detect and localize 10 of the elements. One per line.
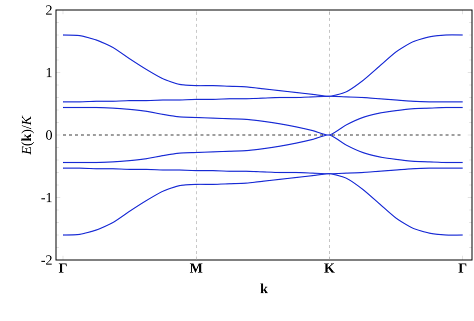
x-tick-label: M [190, 264, 202, 273]
x-tick-label: Γ [58, 264, 67, 273]
x-tick-label: K [324, 264, 335, 273]
y-tick-label: 1 [46, 68, 52, 78]
y-tick-label: -2 [41, 255, 52, 265]
y-tick-label: 0 [46, 130, 52, 140]
x-axis-title: k [260, 283, 268, 294]
y-tick-label: 2 [46, 5, 52, 15]
x-tick-label: Γ [458, 264, 466, 273]
y-tick-label: -1 [41, 192, 52, 202]
